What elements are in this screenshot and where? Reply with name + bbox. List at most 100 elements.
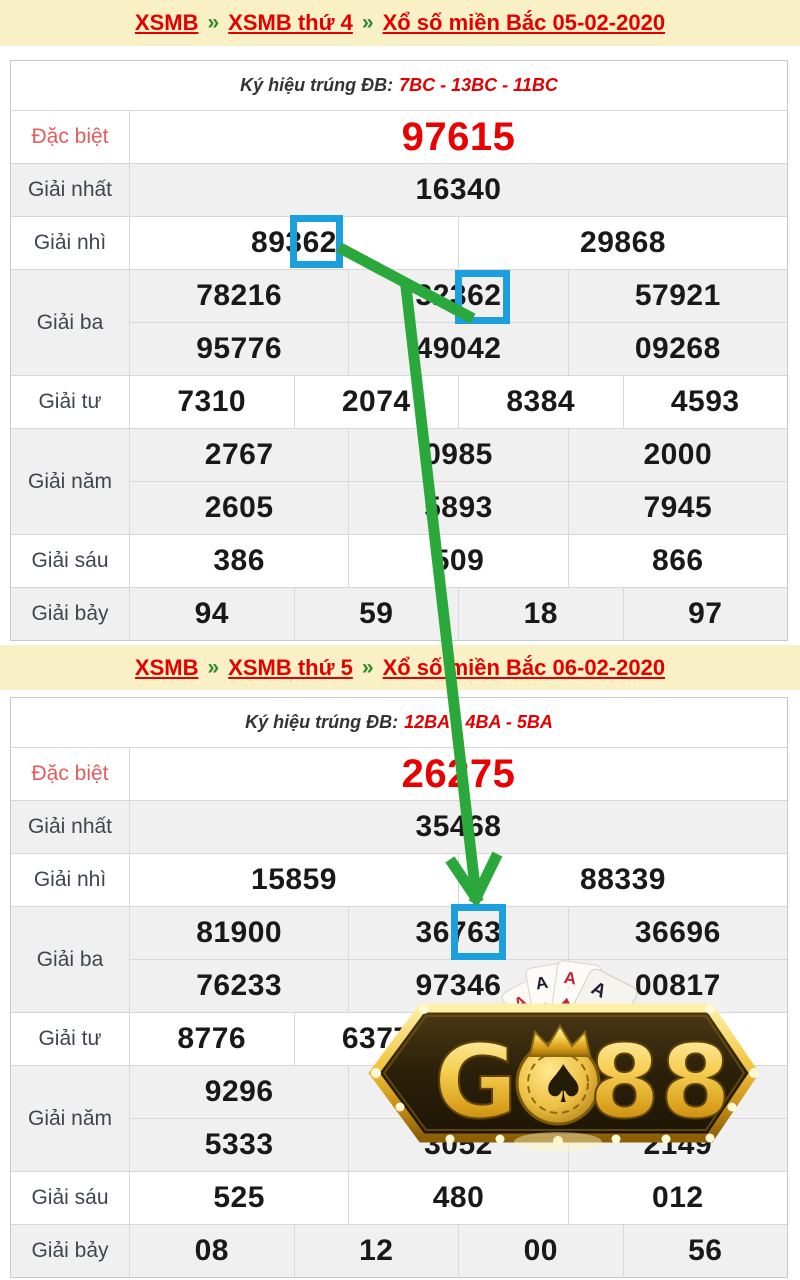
prize-row-fourth: Giải tư 8776 6377 [11, 1012, 787, 1065]
prize-row-third: Giải ba 81900 36763 36696 76233 97346 00… [11, 906, 787, 1012]
prize-value: 56 [622, 1225, 788, 1277]
prize-value: 95776 [196, 332, 283, 365]
prize-row-fifth: Giải năm 2767 0985 2000 2605 5893 7945 [11, 428, 787, 534]
prize-value: 7945 [567, 482, 787, 534]
prize-value: 29868 [458, 217, 787, 269]
breadcrumb-band-1: XSMB » XSMB thứ 4 » Xổ số miền Bắc 05-02… [0, 0, 800, 46]
prize-value: 97 [622, 588, 788, 640]
prize-label: Giải bảy [11, 1225, 130, 1277]
prize-value: 35468 [415, 810, 502, 843]
prize-value: 525 [213, 1181, 265, 1214]
prize-value: 012 [567, 1172, 787, 1224]
prize-label: Giải ba [11, 907, 130, 1012]
prize-value: 94 [194, 597, 229, 630]
prize-value: 2074 [293, 376, 459, 428]
prize-value: 6377 [293, 1013, 459, 1065]
prize-value: 9296 [204, 1075, 274, 1108]
prize-label: Giải năm [11, 429, 130, 534]
prize-value: 97346 [348, 960, 567, 1012]
prize-value: 7310 [177, 385, 247, 418]
prize-value: 5333 [204, 1128, 274, 1161]
breadcrumb-link-xsmb-2[interactable]: XSMB [134, 654, 199, 680]
prize-value: 36763 [348, 907, 567, 959]
prize-value: 8776 [177, 1022, 247, 1055]
prize-value: 3052 [348, 1119, 567, 1171]
breadcrumb-link-weekday-1[interactable]: XSMB thứ 4 [228, 10, 353, 35]
prize-value: 97615 [401, 114, 516, 159]
symbol-value: 12BA - 4BA - 5BA [404, 712, 553, 732]
prize-value: 866 [567, 535, 787, 587]
prize-row-second: Giải nhì 15859 88339 [11, 853, 787, 906]
prize-value: 88339 [458, 854, 787, 906]
prize-value: 0985 [348, 429, 567, 481]
prize-label: Giải ba [11, 270, 130, 375]
breadcrumb-link-date-1[interactable]: Xổ số miền Bắc 05-02-2020 [382, 10, 666, 35]
prize-value [622, 1013, 788, 1065]
prize-row-fourth: Giải tư 7310 2074 8384 4593 [11, 375, 787, 428]
prize-value: 2767 [204, 438, 274, 471]
chevrons-separator-icon: » [361, 655, 374, 679]
prize-row-fifth: Giải năm 9296 5333 3052 2149 [11, 1065, 787, 1171]
prize-value [567, 1066, 787, 1118]
special-symbol-row: Ký hiệu trúng ĐB: 7BC - 13BC - 11BC [11, 61, 787, 111]
chevrons-separator-icon: » [207, 11, 220, 34]
chevrons-separator-icon: » [361, 11, 374, 34]
prize-label: Giải nhất [11, 164, 130, 216]
prize-label: Giải sáu [11, 535, 130, 587]
prize-row-first: Giải nhất 35468 [11, 800, 787, 853]
prize-label: Giải bảy [11, 588, 130, 640]
prize-value: 26275 [401, 751, 516, 796]
prize-value: 8384 [458, 376, 623, 428]
results-table-2: Ký hiệu trúng ĐB: 12BA - 4BA - 5BA Đặc b… [10, 697, 788, 1278]
prize-value: 2000 [567, 429, 787, 481]
prize-value: 5893 [348, 482, 567, 534]
breadcrumb-link-weekday-2[interactable]: XSMB thứ 5 [228, 654, 353, 680]
prize-label: Giải sáu [11, 1172, 130, 1224]
breadcrumb-band-2: XSMB » XSMB thứ 5 » Xổ số miền Bắc 06-02… [0, 645, 800, 690]
prize-value: 57921 [567, 270, 787, 322]
prize-row-sixth: Giải sáu 386 509 866 [11, 534, 787, 587]
prize-value: 81900 [196, 916, 283, 949]
prize-row-seventh: Giải bảy 08 12 00 56 [11, 1224, 787, 1277]
symbol-label: Ký hiệu trúng ĐB: [240, 75, 394, 95]
prize-row-special: Đặc biệt 26275 [11, 748, 787, 800]
prize-row-first: Giải nhất 16340 [11, 163, 787, 216]
prize-value: 509 [348, 535, 567, 587]
prize-value: 09268 [567, 323, 787, 375]
prize-label: Giải tư [11, 1013, 130, 1065]
prize-label: Giải năm [11, 1066, 130, 1171]
special-symbol-row: Ký hiệu trúng ĐB: 12BA - 4BA - 5BA [11, 698, 787, 748]
prize-value [458, 1013, 623, 1065]
prize-value: 12 [293, 1225, 459, 1277]
prize-label: Giải nhì [11, 217, 130, 269]
highlight-box-36763 [451, 904, 506, 960]
prize-value: 00817 [567, 960, 787, 1012]
prize-value: 15859 [251, 863, 337, 896]
prize-value: 49042 [348, 323, 567, 375]
symbol-value: 7BC - 13BC - 11BC [399, 75, 558, 95]
prize-row-seventh: Giải bảy 94 59 18 97 [11, 587, 787, 640]
prize-row-third: Giải ba 78216 32362 57921 95776 49042 09… [11, 269, 787, 375]
highlight-box-32362 [455, 270, 510, 324]
prize-row-sixth: Giải sáu 525 480 012 [11, 1171, 787, 1224]
prize-label: Giải nhì [11, 854, 130, 906]
prize-value: 2605 [204, 491, 274, 524]
prize-value: 480 [348, 1172, 567, 1224]
breadcrumb-link-xsmb-1[interactable]: XSMB [134, 10, 199, 35]
prize-row-special: Đặc biệt 97615 [11, 111, 787, 163]
prize-value: 2149 [567, 1119, 787, 1171]
prize-value: 76233 [196, 969, 283, 1002]
prize-value: 00 [458, 1225, 623, 1277]
symbol-label: Ký hiệu trúng ĐB: [245, 712, 399, 732]
results-table-1: Ký hiệu trúng ĐB: 7BC - 13BC - 11BC Đặc … [10, 60, 788, 641]
prize-label: Giải nhất [11, 801, 130, 853]
prize-value [348, 1066, 567, 1118]
prize-value: 4593 [622, 376, 788, 428]
breadcrumb-link-date-2[interactable]: Xổ số miền Bắc 06-02-2020 [382, 654, 666, 680]
prize-value: 08 [194, 1234, 229, 1267]
prize-value: 18 [458, 588, 623, 640]
prize-row-second: Giải nhì 89362 29868 [11, 216, 787, 269]
prize-label: Đặc biệt [11, 748, 130, 800]
prize-value: 36696 [567, 907, 787, 959]
